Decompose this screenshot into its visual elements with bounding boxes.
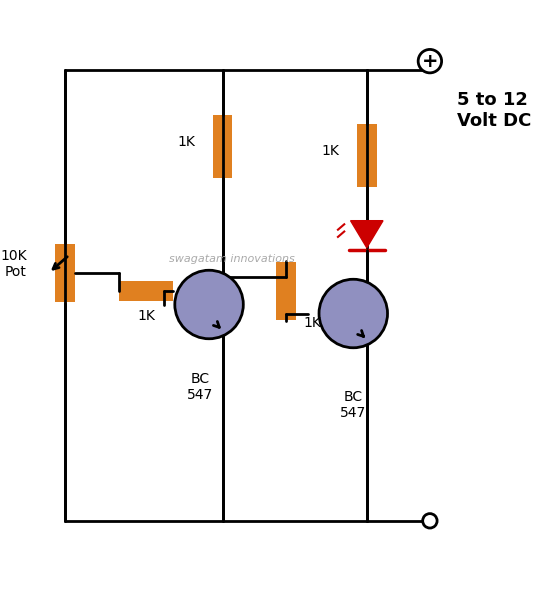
Text: swagatam innovations: swagatam innovations	[168, 254, 294, 265]
Text: 5 to 12
Volt DC: 5 to 12 Volt DC	[457, 91, 531, 130]
Text: 1K: 1K	[137, 309, 155, 323]
Text: BC
547: BC 547	[187, 372, 213, 403]
Text: 1K: 1K	[322, 144, 340, 158]
Text: 1K: 1K	[304, 316, 322, 329]
Circle shape	[418, 49, 442, 73]
Text: BC
547: BC 547	[340, 390, 367, 421]
FancyBboxPatch shape	[357, 124, 377, 187]
FancyBboxPatch shape	[213, 115, 233, 178]
FancyBboxPatch shape	[119, 281, 173, 301]
Text: 10K
Pot: 10K Pot	[1, 249, 27, 279]
Circle shape	[175, 270, 243, 339]
FancyBboxPatch shape	[276, 262, 295, 320]
Circle shape	[423, 514, 437, 528]
Polygon shape	[351, 221, 383, 248]
FancyBboxPatch shape	[55, 244, 75, 302]
Text: 1K: 1K	[177, 135, 196, 149]
Circle shape	[319, 279, 388, 348]
Text: +: +	[422, 52, 438, 71]
